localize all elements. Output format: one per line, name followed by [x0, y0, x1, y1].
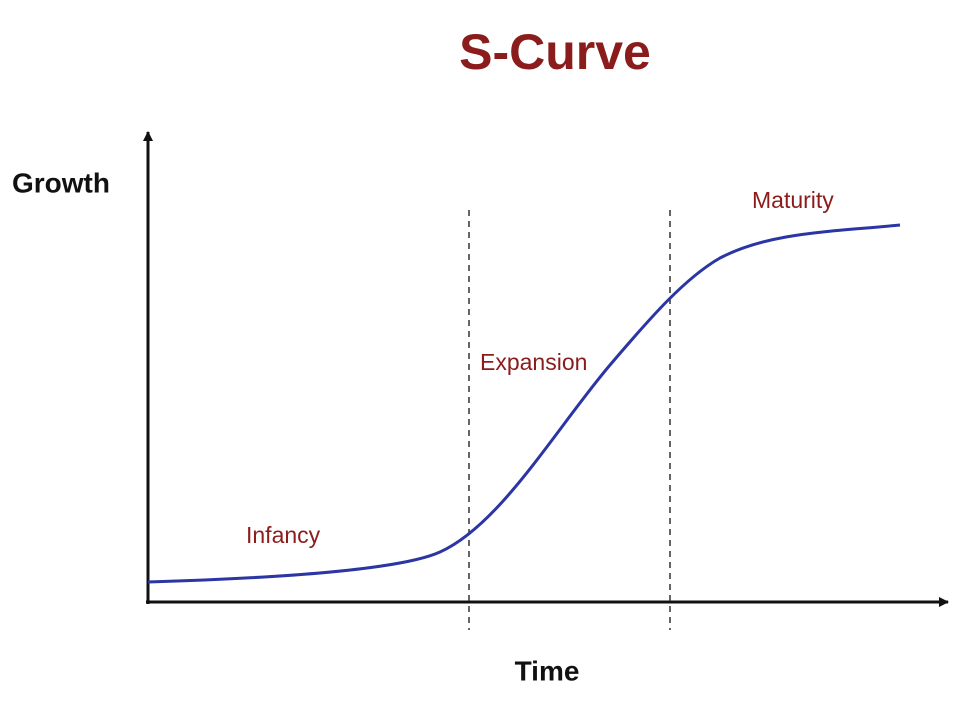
phase-label: Infancy [246, 522, 321, 548]
s-curve [147, 223, 901, 584]
y-axis-label: Growth [12, 167, 110, 198]
x-axis-label: Time [515, 655, 580, 686]
phase-label: Expansion [480, 349, 587, 375]
phase-label: Maturity [752, 187, 834, 213]
title: S-Curve [459, 24, 651, 80]
